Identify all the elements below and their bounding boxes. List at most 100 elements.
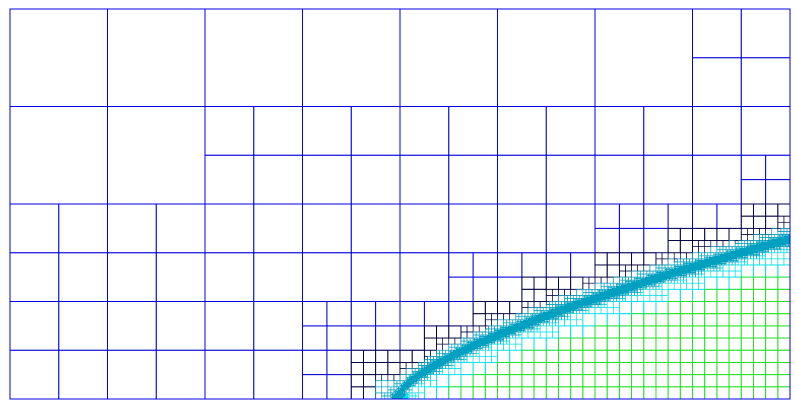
mesh-cell — [771, 252, 779, 260]
mesh-cell — [564, 289, 571, 296]
mesh-cell — [594, 252, 608, 266]
mesh-cell — [472, 276, 498, 302]
mesh-cell — [606, 252, 620, 266]
mesh-cell — [573, 295, 578, 299]
mesh-cell — [673, 261, 678, 266]
mesh-cell — [628, 276, 632, 281]
mesh-cell — [472, 301, 486, 315]
mesh-cell — [640, 289, 645, 293]
mesh-cell — [430, 349, 437, 357]
mesh-cell — [491, 328, 495, 333]
mesh-cell — [680, 258, 684, 263]
mesh-cell — [399, 362, 407, 369]
mesh-cell — [107, 252, 157, 302]
mesh-cell — [488, 328, 492, 333]
mesh-cell — [399, 252, 450, 302]
mesh-cell — [107, 203, 157, 254]
mesh-cell — [521, 288, 535, 302]
mesh-cell — [634, 292, 638, 296]
mesh-cell — [594, 276, 602, 284]
mesh-cell — [582, 276, 590, 284]
mesh-cell — [765, 203, 779, 217]
mesh-cell — [491, 319, 498, 327]
mesh-cell — [485, 328, 489, 333]
mesh-cell — [637, 295, 645, 302]
mesh-cell — [716, 264, 721, 269]
mesh-cell — [710, 252, 715, 257]
mesh-cell — [643, 154, 693, 205]
mesh-cell — [399, 325, 425, 351]
mesh-cell — [588, 282, 596, 290]
mesh-cell — [728, 261, 733, 266]
mesh-cell — [765, 234, 769, 238]
mesh-cell — [570, 252, 596, 278]
mesh-cell — [661, 264, 666, 269]
mesh-cell — [698, 273, 702, 278]
mesh-cell — [740, 258, 745, 263]
mesh-cell — [643, 227, 669, 254]
mesh-cell — [707, 252, 712, 257]
mesh-cell — [777, 203, 791, 217]
mesh-cell — [676, 279, 681, 284]
mesh-cell — [375, 392, 383, 400]
mesh-cell — [740, 228, 748, 235]
mesh-cell — [427, 356, 431, 360]
mesh-cell — [497, 276, 523, 302]
mesh-cell — [448, 346, 453, 351]
mesh-cell — [436, 349, 440, 354]
mesh-cell — [704, 246, 712, 254]
mesh-cell — [622, 295, 626, 299]
mesh-cell — [655, 295, 663, 302]
mesh-cell — [362, 374, 377, 388]
mesh-cell — [740, 234, 748, 241]
mesh-cell — [424, 359, 428, 363]
mesh-cell — [664, 264, 669, 269]
mesh-cell — [460, 337, 465, 342]
mesh-cell — [728, 240, 736, 247]
mesh-cell — [302, 325, 328, 351]
mesh-cell — [719, 267, 724, 272]
mesh-cell — [777, 276, 791, 290]
mesh-cell — [253, 154, 303, 205]
mesh-cell — [362, 349, 377, 363]
mesh-cell — [497, 203, 547, 254]
mesh-cell — [719, 264, 724, 269]
mesh-cell — [643, 203, 669, 229]
mesh-cell — [762, 255, 766, 260]
mesh-cell — [442, 337, 450, 345]
mesh-cell — [783, 228, 788, 232]
mesh-cell — [414, 368, 419, 372]
mesh-cell — [494, 340, 498, 345]
mesh-cell — [606, 264, 620, 278]
mesh-cell — [466, 331, 474, 339]
mesh-cell — [545, 289, 553, 296]
mesh-cell — [704, 288, 718, 302]
mesh-cell — [448, 325, 462, 339]
mesh-cell — [673, 279, 678, 284]
mesh-cell — [619, 270, 626, 278]
mesh-cell — [570, 289, 578, 296]
mesh-cell — [676, 261, 681, 266]
mesh-cell — [326, 374, 352, 400]
mesh-cell — [442, 365, 447, 369]
mesh-cell — [399, 154, 450, 205]
mesh-cell — [396, 380, 401, 385]
mesh-cell — [448, 203, 498, 254]
mesh-cell — [631, 264, 638, 272]
mesh-cell — [442, 349, 447, 354]
mesh-cell — [58, 252, 108, 302]
mesh-cell — [618, 227, 645, 254]
mesh-cell — [783, 221, 791, 229]
mesh-cell — [780, 249, 785, 254]
mesh-cell — [576, 289, 584, 296]
mesh-cell — [701, 270, 705, 275]
mesh-cell — [204, 154, 255, 205]
mesh-cell — [594, 282, 602, 290]
mesh-cell — [619, 279, 623, 284]
mesh-cell — [743, 240, 748, 244]
mesh-cell — [399, 301, 425, 327]
mesh-cell — [545, 203, 596, 254]
mesh-cell — [588, 292, 593, 296]
mesh-cell — [497, 154, 547, 205]
mesh-cell — [350, 361, 364, 376]
